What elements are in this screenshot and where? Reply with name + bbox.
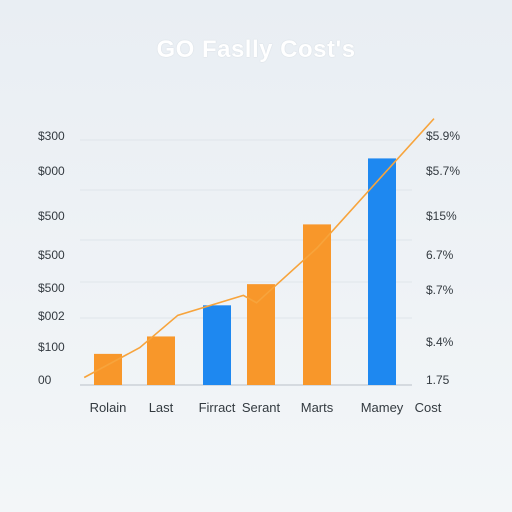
category-label: Rolain [90, 400, 127, 415]
category-label: Last [149, 400, 174, 415]
left-tick-label: $002 [38, 309, 65, 323]
right-tick-label: 6.7% [426, 248, 454, 262]
category-label: Mamey [361, 400, 404, 415]
bar-firract [203, 305, 231, 385]
bar-serant [247, 284, 275, 385]
left-tick-label: $000 [38, 164, 65, 178]
left-tick-label: $500 [38, 209, 65, 223]
right-tick-label: $5.7% [426, 164, 460, 178]
left-tick-label: $300 [38, 129, 65, 143]
trend-polyline [83, 118, 435, 379]
gridlines [80, 139, 412, 386]
right-tick-label: $.4% [426, 335, 454, 349]
right-tick-label: $15% [426, 209, 457, 223]
left-tick-label: 00 [38, 373, 52, 387]
trend-line [83, 118, 435, 379]
category-label-extra: Cost [415, 400, 442, 415]
right-tick-label: $.7% [426, 283, 454, 297]
bar-marts [303, 224, 331, 385]
category-labels: Rolain Last Firract Serant Marts Mamey Cost [90, 400, 442, 415]
right-tick-label: 1.75 [426, 373, 450, 387]
bar-mamey [368, 158, 396, 385]
category-label: Firract [199, 400, 236, 415]
left-tick-label: $500 [38, 281, 65, 295]
right-axis-ticks: $5.9% $5.7% $15% 6.7% $.7% $.4% 1.75 [426, 129, 460, 387]
left-tick-label: $100 [38, 340, 65, 354]
category-label: Marts [301, 400, 334, 415]
left-tick-label: $500 [38, 248, 65, 262]
category-label: Serant [242, 400, 281, 415]
chart-title: GO Faslly Cost's [156, 36, 356, 63]
right-tick-label: $5.9% [426, 129, 460, 143]
bars [94, 158, 396, 385]
left-axis-ticks: $300 $000 $500 $500 $500 $002 $100 00 [38, 129, 65, 387]
bar-last [147, 336, 175, 385]
